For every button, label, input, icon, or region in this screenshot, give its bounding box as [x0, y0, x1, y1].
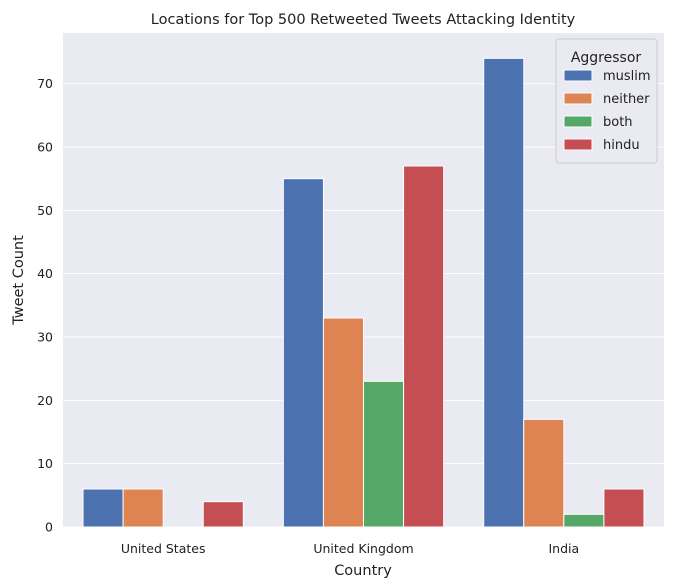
bar-hindu	[403, 165, 445, 528]
legend-items: muslim neither both hindu	[563, 69, 651, 153]
y-tick-label: 70	[37, 76, 53, 91]
y-tick-label: 20	[37, 393, 53, 408]
bar-neither	[523, 418, 565, 528]
y-tick-label: 40	[37, 266, 53, 281]
legend-swatch	[563, 138, 593, 151]
x-axis-ticks: United States United Kingdom India	[121, 541, 579, 556]
bar-neither	[122, 488, 164, 528]
legend-title: Aggressor	[571, 50, 642, 66]
legend-swatch	[563, 92, 593, 105]
bars-group	[82, 57, 645, 528]
legend-swatch	[563, 69, 593, 82]
y-tick-label: 30	[37, 330, 53, 345]
bar-hindu	[603, 488, 645, 528]
chart-title: Locations for Top 500 Retweeted Tweets A…	[151, 12, 576, 28]
x-tick-label: United States	[121, 541, 206, 556]
x-tick-label: India	[548, 541, 579, 556]
y-tick-label: 60	[37, 140, 53, 155]
legend-label: muslim	[603, 69, 651, 84]
bar-muslim	[82, 488, 124, 528]
legend-swatch	[563, 115, 593, 128]
bar-hindu	[202, 501, 244, 528]
bar-muslim	[483, 57, 525, 528]
y-tick-label: 10	[37, 456, 53, 471]
bar-both	[563, 513, 605, 528]
legend-label: both	[603, 115, 633, 130]
y-tick-label: 50	[37, 203, 53, 218]
y-tick-label: 0	[45, 520, 53, 535]
y-axis-label: Tweet Count	[11, 235, 27, 326]
y-axis-ticks: 0 10 20 30 40 50 60 70	[37, 76, 53, 534]
bar-both	[363, 380, 405, 528]
x-tick-label: United Kingdom	[313, 541, 413, 556]
bar-neither	[322, 317, 364, 528]
bar-muslim	[282, 178, 324, 528]
x-axis-label: Country	[334, 563, 392, 579]
legend: Aggressor muslim neither both hindu	[555, 38, 658, 164]
legend-label: neither	[603, 92, 650, 107]
legend-label: hindu	[603, 138, 640, 153]
